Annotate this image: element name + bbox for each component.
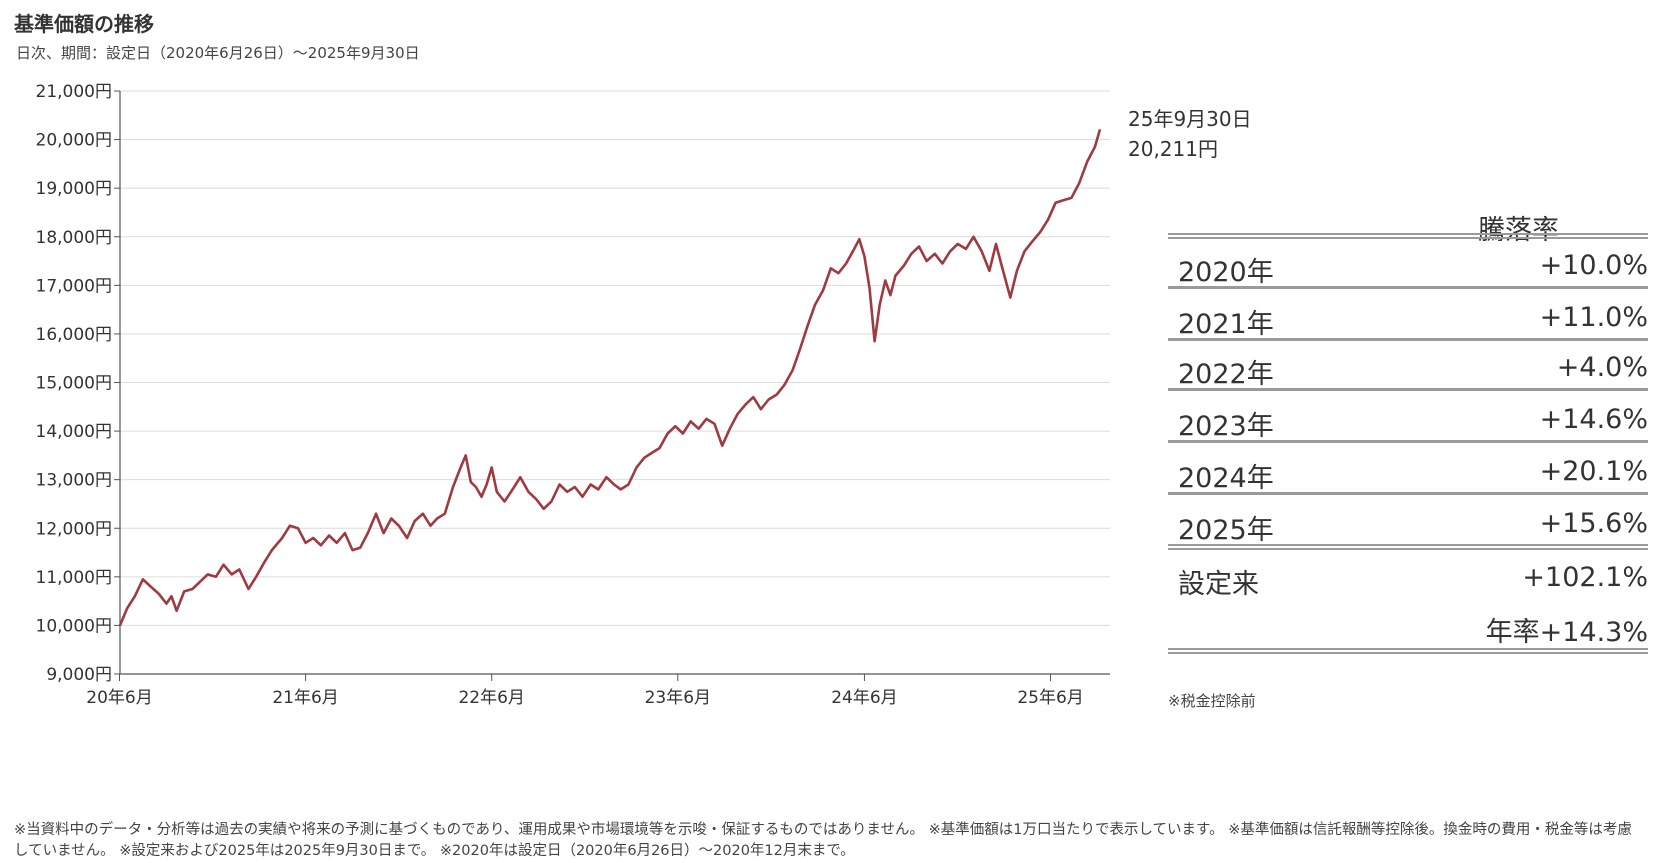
y-tick-label: 9,000円 [46,665,112,685]
row-value: +10.0% [1539,250,1648,281]
row-value: +4.0% [1556,352,1648,383]
table-rule-double [1168,544,1648,550]
table-rule [1168,388,1648,391]
y-tick-label: 14,000円 [36,422,112,442]
x-tick-label: 25年6月 [1017,688,1083,708]
y-tick-label: 21,000円 [36,82,112,102]
row-value: +14.6% [1539,404,1648,435]
y-tick-label: 13,000円 [36,471,112,491]
table-rule-double [1168,648,1648,654]
row-label: 設定来 [1178,569,1259,600]
y-tick-label: 20,000円 [36,131,112,151]
row-label: 2024年 [1178,463,1274,494]
performance-row: 設定来 +102.1% [1168,552,1648,604]
y-tick-label: 11,000円 [36,568,112,588]
nav-series-line [118,128,1102,626]
x-tick-label: 24年6月 [831,688,897,708]
annualized-return: 年率+14.3% [1485,617,1648,648]
row-label: 2021年 [1178,309,1274,340]
performance-row: 2022年 +4.0% [1168,342,1648,394]
table-rule [1168,492,1648,495]
x-tick-label: 21年6月 [272,688,338,708]
y-tick-label: 18,000円 [36,228,112,248]
disclaimer-text: ※当資料中のデータ・分析等は過去の実績や将来の予測に基づくものであり、運用成果や… [14,822,1632,859]
performance-header: 騰落率 [1478,215,1559,246]
x-tick-label: 23年6月 [645,688,711,708]
nav-line-chart: 9,000円 10,000円 11,000円 12,000円 13,000円 14,000… [36,82,1110,708]
y-tick-label: 15,000円 [36,374,112,394]
row-value: +20.1% [1539,456,1648,487]
chart-title: 基準価額の推移 [14,12,154,36]
chart-subtitle: 日次、期間：設定日（2020年6月26日）～2025年9月30日 [16,44,420,62]
y-axis-ticks: 9,000円 10,000円 11,000円 12,000円 13,000円 14,000… [36,82,120,685]
table-rule [1168,338,1648,341]
row-label: 2025年 [1178,515,1274,546]
row-value: +15.6% [1539,508,1648,539]
performance-row: 2021年 +11.0% [1168,292,1648,344]
y-tick-label: 16,000円 [36,325,112,345]
table-rule-double [1168,233,1648,239]
latest-value-label: 20,211円 [1128,137,1218,161]
x-tick-label: 20年6月 [86,688,152,708]
table-rule [1168,440,1648,443]
performance-row: 2025年 +15.6% [1168,498,1648,550]
row-value: +102.1% [1522,562,1648,593]
row-label: 2022年 [1178,359,1274,390]
y-tick-label: 19,000円 [36,179,112,199]
y-tick-label: 12,000円 [36,519,112,539]
row-value: +11.0% [1539,302,1648,333]
y-tick-label: 10,000円 [36,616,112,636]
performance-row: 2024年 +20.1% [1168,446,1648,498]
row-label: 2023年 [1178,411,1274,442]
x-axis-ticks: 20年6月 21年6月 22年6月 23年6月 24年6月 25年6月 [86,674,1084,708]
performance-row: 2020年 +10.0% [1168,240,1648,292]
grid-lines [120,90,1110,675]
latest-date-label: 25年9月30日 [1128,107,1252,131]
performance-row: 2023年 +14.6% [1168,394,1648,446]
x-tick-label: 22年6月 [458,688,524,708]
y-tick-label: 17,000円 [36,276,112,296]
row-label: 2020年 [1178,257,1274,288]
tax-note: ※税金控除前 [1168,692,1256,710]
table-rule [1168,286,1648,289]
